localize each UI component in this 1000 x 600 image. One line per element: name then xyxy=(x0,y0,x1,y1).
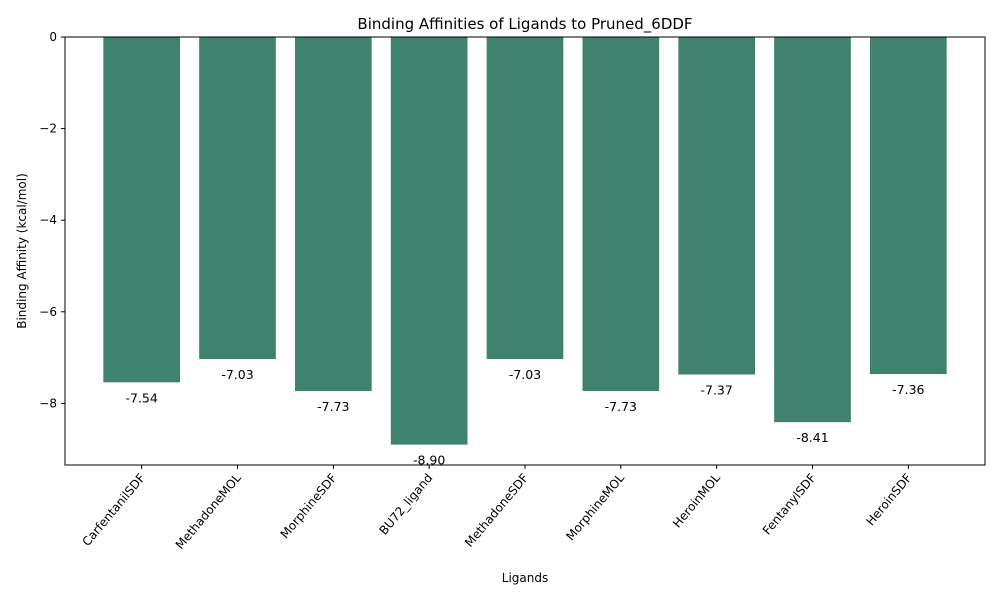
data-label: -8.90 xyxy=(413,453,445,468)
bar-CarfentanilSDF xyxy=(103,37,180,383)
y-axis-label: Binding Affinity (kcal/mol) xyxy=(15,173,29,329)
bars-group xyxy=(103,37,947,445)
x-tick-label: HeroinSDF xyxy=(863,471,914,528)
bar-BU72_ligand xyxy=(390,37,468,445)
bar-FentanylSDF xyxy=(774,37,851,423)
chart-title: Binding Affinities of Ligands to Pruned_… xyxy=(357,15,692,34)
x-tick-label: BU72_ligand xyxy=(376,471,435,538)
bar-HeroinSDF xyxy=(870,37,947,375)
x-tick-label: HeroinMOL xyxy=(670,471,723,531)
y-tick-label: −2 xyxy=(39,122,57,136)
bar-MethadoneSDF xyxy=(486,37,564,359)
x-tick-label: MethadoneSDF xyxy=(462,471,531,550)
data-label: -7.03 xyxy=(221,367,253,382)
y-axis: 0 −2 −4 −6 −8 xyxy=(39,30,65,410)
x-tick-label: MorphineSDF xyxy=(278,471,340,541)
x-tick-label: MethadoneMOL xyxy=(173,471,244,552)
x-axis: CarfentanilSDF MethadoneMOL MorphineSDF BU7… xyxy=(79,465,915,552)
plot-frame xyxy=(64,36,986,466)
y-tick-label: −8 xyxy=(39,396,57,410)
data-label: -7.36 xyxy=(892,382,924,397)
data-label: -7.37 xyxy=(700,383,732,398)
x-tick-label: CarfentanilSDF xyxy=(79,471,148,549)
bar-MorphineMOL xyxy=(582,37,660,392)
x-tick-label: MorphineMOL xyxy=(563,471,627,544)
data-label: -8.41 xyxy=(796,430,828,445)
bar-MethadoneMOL xyxy=(199,37,276,359)
y-tick-label: 0 xyxy=(49,30,57,44)
x-axis-label: Ligands xyxy=(502,571,548,585)
x-tick-label: FentanylSDF xyxy=(760,471,819,538)
data-label: -7.54 xyxy=(125,390,157,405)
data-labels-group: -7.54 -7.03 -7.73 -8.90 -7.03 -7.73 -7.37 -8.41… xyxy=(125,367,924,468)
bar-MorphineSDF xyxy=(295,37,372,392)
data-label: -7.03 xyxy=(509,367,541,382)
y-tick-label: −6 xyxy=(39,305,57,319)
data-label: -7.73 xyxy=(317,399,349,414)
bar-HeroinMOL xyxy=(678,37,755,375)
data-label: -7.73 xyxy=(605,399,637,414)
y-tick-label: −4 xyxy=(39,213,57,227)
